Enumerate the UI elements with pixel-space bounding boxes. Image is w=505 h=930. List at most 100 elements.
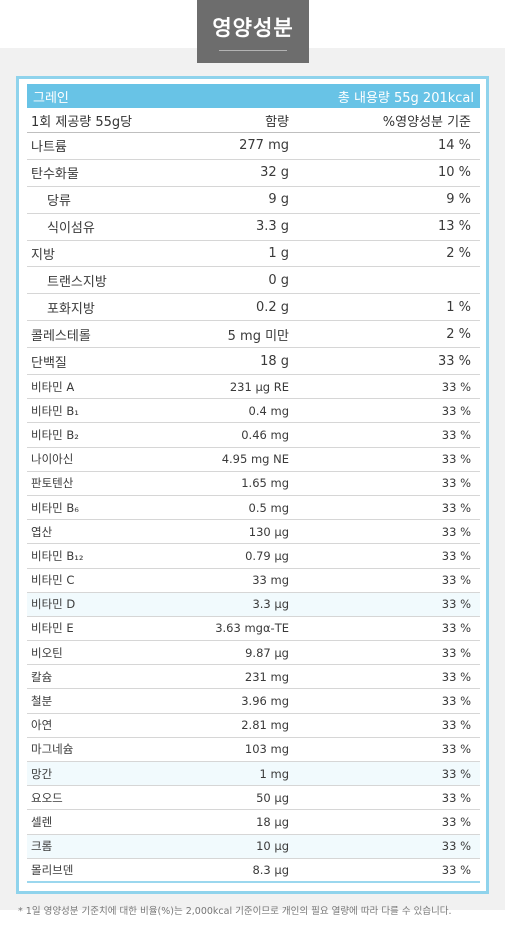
nutrient-name: 망간 bbox=[31, 766, 53, 781]
nutrient-daily-value: 33 % bbox=[441, 718, 471, 733]
nutrient-daily-value: 2 % bbox=[446, 326, 471, 342]
nutrient-daily-value: 33 % bbox=[441, 814, 471, 829]
nutrient-daily-value: 33 % bbox=[441, 524, 471, 539]
nutrient-name: 지방 bbox=[31, 248, 55, 263]
nutrient-amount: 0.46 mg bbox=[241, 427, 289, 442]
nutrient-amount: 18 µg bbox=[256, 814, 289, 829]
page-title: 영양성분 bbox=[212, 16, 294, 40]
title-tab: 영양성분 bbox=[197, 0, 309, 63]
nutrient-amount: 10 µg bbox=[256, 839, 289, 854]
nutrient-name: 비타민 B₁₂ bbox=[31, 548, 84, 563]
table-row: 식이섬유 3.3 g 13 % bbox=[27, 214, 480, 241]
nutrient-name: 비타민 B₂ bbox=[31, 427, 79, 442]
nutrient-amount: 231 µg RE bbox=[229, 379, 289, 394]
nutrient-name: 나트륨 bbox=[31, 140, 67, 156]
nutrient-name: 포화지방 bbox=[47, 301, 95, 317]
table-row: 아연 2.81 mg 33 % bbox=[27, 714, 480, 738]
nutrient-name: 몰리브덴 bbox=[31, 862, 74, 877]
nutrient-name: 비타민 B₆ bbox=[31, 500, 79, 515]
table-row: 콜레스테롤 5 mg 미만 2 % bbox=[27, 321, 480, 349]
nutrient-daily-value: 33 % bbox=[441, 839, 471, 854]
table-row: 마그네슘 103 mg 33 % bbox=[27, 738, 480, 763]
table-row: 비타민 C 33 mg 33 % bbox=[27, 569, 480, 593]
nutrient-name: 단백질 bbox=[31, 355, 67, 371]
nutrient-daily-value: 33 % bbox=[441, 694, 471, 709]
table-row: 셀렌 18 µg 33 % bbox=[27, 810, 480, 835]
nutrient-name: 비타민 A bbox=[31, 379, 75, 394]
table-row: 당류 9 g 9 % bbox=[27, 187, 480, 214]
nutrient-amount: 2.81 mg bbox=[241, 718, 289, 733]
nutrient-amount: 130 µg bbox=[248, 524, 289, 539]
amount-column-header: 함량 bbox=[265, 114, 289, 130]
nutrient-name: 셀렌 bbox=[31, 814, 53, 829]
nutrient-amount: 0.4 mg bbox=[248, 403, 289, 418]
table-row: 비오틴 9.87 µg 33 % bbox=[27, 641, 480, 666]
nutrient-amount: 3.3 µg bbox=[252, 597, 289, 612]
nutrient-name: 식이섬유 bbox=[47, 221, 95, 237]
nutrient-daily-value: 33 % bbox=[441, 645, 471, 660]
nutrient-name: 비타민 E bbox=[31, 621, 74, 636]
table-row: 지방 1 g 2 % bbox=[27, 241, 480, 268]
table-row: 망간 1 mg 33 % bbox=[27, 762, 480, 787]
nutrient-amount: 5 mg 미만 bbox=[227, 328, 289, 344]
nutrient-amount: 32 g bbox=[260, 165, 289, 181]
table-row: 비타민 E 3.63 mgα-TE 33 % bbox=[27, 617, 480, 642]
table-row: 비타민 B₁₂ 0.79 µg 33 % bbox=[27, 544, 480, 569]
nutrient-daily-value: 33 % bbox=[441, 500, 471, 515]
nutrient-amount: 0.79 µg bbox=[245, 548, 289, 563]
nutrient-daily-value: 33 % bbox=[441, 766, 471, 781]
nutrient-name: 마그네슘 bbox=[31, 742, 74, 757]
nutrient-daily-value: 33 % bbox=[441, 427, 471, 442]
table-row: 나트륨 277 mg 14 % bbox=[27, 133, 480, 160]
nutrient-daily-value: 33 % bbox=[441, 621, 471, 636]
table-row: 비타민 B₂ 0.46 mg 33 % bbox=[27, 423, 480, 448]
nutrient-amount: 0.2 g bbox=[255, 299, 289, 315]
nutrient-name: 아연 bbox=[31, 718, 53, 733]
table-row: 크롬 10 µg 33 % bbox=[27, 834, 480, 859]
table-row: 비타민 D 3.3 µg 33 % bbox=[27, 592, 480, 617]
nutrient-name: 엽산 bbox=[31, 524, 53, 539]
nutrient-amount: 0.5 mg bbox=[248, 500, 289, 515]
nutrient-daily-value: 9 % bbox=[446, 192, 471, 208]
nutrient-amount: 3.63 mgα-TE bbox=[215, 621, 289, 636]
column-headers: 1회 제공량 55g당 함량 %영양성분 기준 bbox=[27, 108, 480, 133]
table-header-bar: 그레인 총 내용량 55g 201kcal bbox=[27, 84, 480, 108]
nutrient-name: 콜레스테롤 bbox=[31, 328, 91, 344]
nutrient-daily-value: 33 % bbox=[441, 403, 471, 418]
nutrient-daily-value: 33 % bbox=[441, 862, 471, 877]
table-row: 철분 3.96 mg 33 % bbox=[27, 689, 480, 714]
nutrient-amount: 50 µg bbox=[256, 790, 289, 805]
macro-rows: 나트륨 277 mg 14 % 탄수화물 32 g 10 % 당류 9 g 9 % 식이섬유 3.3… bbox=[27, 133, 480, 376]
nutrient-name: 당류 bbox=[47, 194, 71, 210]
nutrient-amount: 33 mg bbox=[252, 573, 289, 588]
nutrient-daily-value: 33 % bbox=[441, 742, 471, 757]
title-underline bbox=[219, 50, 287, 51]
nutrition-card: 그레인 총 내용량 55g 201kcal 1회 제공량 55g당 함량 %영양… bbox=[16, 76, 489, 894]
table-row: 트랜스지방 0 g bbox=[27, 267, 480, 295]
nutrient-name: 비타민 C bbox=[31, 573, 75, 588]
table-row: 비타민 B₁ 0.4 mg 33 % bbox=[27, 399, 480, 424]
nutrient-name: 비오틴 bbox=[31, 645, 63, 660]
nutrient-amount: 9 g bbox=[268, 192, 289, 208]
nutrient-amount: 0 g bbox=[268, 272, 289, 288]
nutrient-amount: 18 g bbox=[260, 353, 289, 369]
footnote: * 1일 영양성분 기준치에 대한 비율(%)는 2,000kcal 기준이므로… bbox=[18, 906, 452, 917]
nutrient-name: 요오드 bbox=[31, 790, 63, 805]
daily-value-column-header: %영양성분 기준 bbox=[382, 114, 471, 130]
nutrient-name: 철분 bbox=[31, 694, 53, 709]
nutrient-amount: 9.87 µg bbox=[245, 645, 289, 660]
nutrient-amount: 277 mg bbox=[239, 138, 289, 154]
total-content: 총 내용량 55g 201kcal bbox=[337, 90, 474, 106]
nutrient-amount: 231 mg bbox=[244, 669, 289, 684]
nutrient-daily-value: 33 % bbox=[441, 669, 471, 684]
nutrient-name: 판토텐산 bbox=[31, 476, 74, 491]
nutrient-amount: 1 g bbox=[268, 246, 289, 261]
nutrient-name: 비타민 D bbox=[31, 597, 76, 612]
nutrient-name: 나이아신 bbox=[31, 452, 74, 467]
nutrient-daily-value: 33 % bbox=[441, 379, 471, 394]
nutrient-daily-value: 33 % bbox=[441, 476, 471, 491]
nutrient-daily-value: 33 % bbox=[441, 452, 471, 467]
table-row: 비타민 B₆ 0.5 mg 33 % bbox=[27, 496, 480, 521]
nutrient-name: 트랜스지방 bbox=[47, 274, 107, 290]
table-row: 단백질 18 g 33 % bbox=[27, 348, 480, 376]
